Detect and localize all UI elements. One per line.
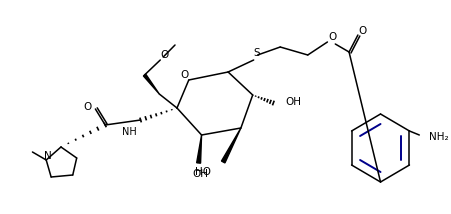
Text: NH₂: NH₂ [428,132,448,142]
Text: N: N [44,151,52,161]
Polygon shape [143,74,159,94]
Text: O: O [327,32,336,42]
Text: OH: OH [285,97,300,107]
Text: NH: NH [122,127,136,137]
Text: O: O [358,26,366,36]
Text: HO: HO [195,167,211,177]
Text: S: S [253,48,259,58]
Text: O: O [180,70,189,80]
Text: O: O [83,102,92,112]
Polygon shape [196,135,201,163]
Text: OH: OH [192,169,208,179]
Polygon shape [221,128,240,163]
Text: O: O [160,50,168,60]
